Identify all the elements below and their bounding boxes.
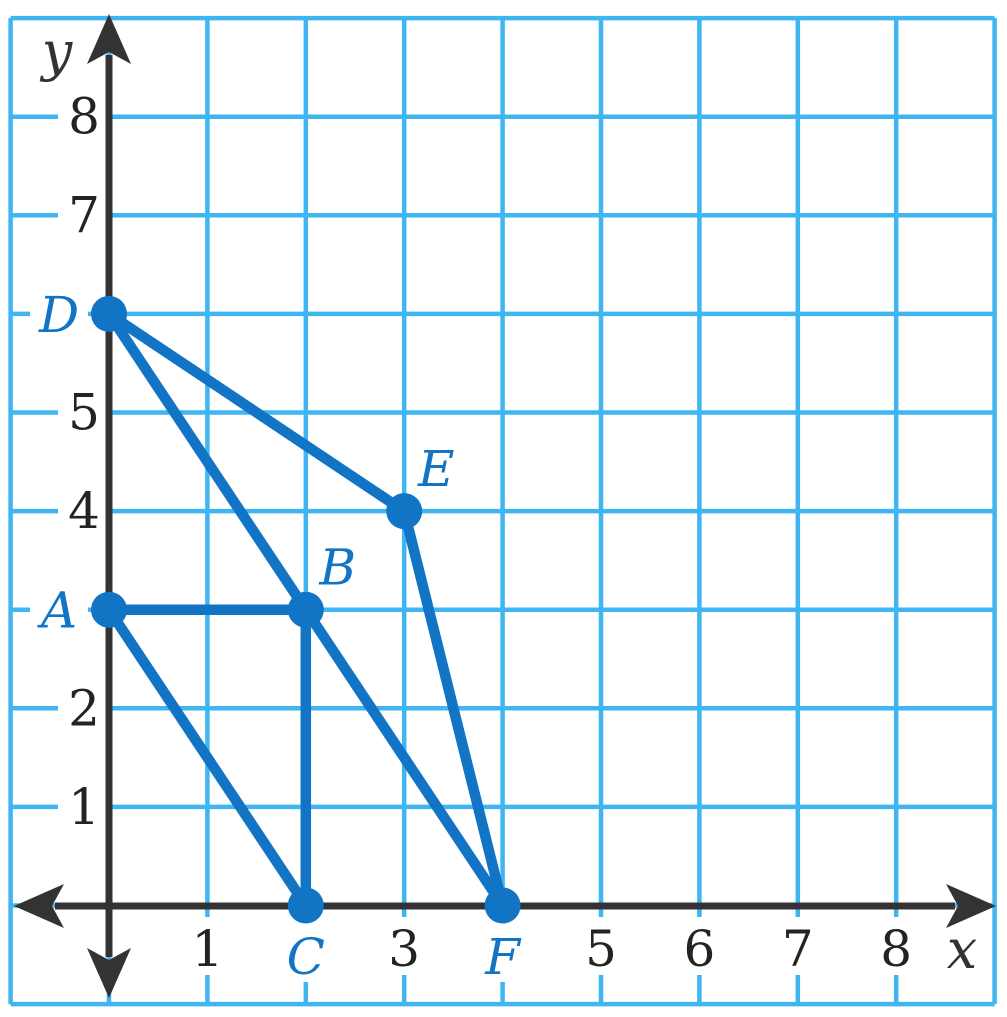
x-tick-label-patch	[872, 917, 921, 975]
point-label-patch	[30, 581, 88, 638]
y-tick-label-7: 7	[68, 186, 100, 244]
x-tick-label-patch	[577, 917, 625, 975]
y-tick-label-patch	[58, 779, 106, 834]
y-tick-label-patch	[58, 385, 106, 440]
y-tick-label-2: 2	[68, 679, 100, 737]
y-tick-label-5: 5	[68, 384, 100, 442]
segment-DE	[103, 308, 410, 517]
x-tick-label-6: 6	[683, 920, 715, 978]
point-D	[91, 295, 127, 332]
segment-CA	[103, 604, 312, 911]
y-tick-label-patch	[58, 89, 106, 144]
point-A	[91, 591, 127, 628]
x-axis-arrow-left	[14, 884, 64, 928]
x-axis-label: x	[947, 918, 977, 981]
x-tick-label-8: 8	[880, 920, 912, 978]
x-tick-label-5: 5	[585, 920, 617, 978]
y-tick-label-patch	[58, 188, 106, 243]
x-axis-arrow-right	[946, 884, 996, 928]
point-label-patch	[30, 285, 88, 342]
x-tick-label-patch	[183, 917, 232, 975]
point-label-D: D	[38, 286, 79, 344]
point-label-C: C	[287, 928, 325, 986]
point-label-patch	[474, 920, 531, 982]
y-tick-label-1: 1	[68, 778, 100, 836]
x-tick-label-7: 7	[782, 920, 814, 978]
point-label-E: E	[417, 440, 455, 498]
y-axis-arrow-up	[87, 14, 131, 64]
x-tick-label-patch	[773, 917, 822, 975]
y-axis-label: y	[40, 20, 74, 83]
point-label-patch	[277, 920, 334, 982]
point-B	[287, 591, 324, 628]
point-F	[484, 887, 521, 924]
point-C	[287, 887, 324, 924]
x-tick-label-1: 1	[191, 920, 223, 978]
y-tick-label-patch	[58, 681, 106, 736]
segment-EF	[398, 505, 508, 911]
point-label-F: F	[484, 928, 522, 986]
x-tick-label-patch	[675, 917, 724, 975]
y-tick-label-patch	[58, 484, 106, 539]
y-tick-label-4: 4	[68, 482, 100, 540]
y-axis-arrow-down	[87, 948, 131, 998]
y-tick-label-8: 8	[68, 88, 100, 146]
x-tick-label-patch	[380, 917, 429, 975]
point-E	[386, 493, 423, 530]
point-label-B: B	[318, 539, 356, 597]
point-label-A: A	[37, 582, 77, 640]
x-tick-label-3: 3	[388, 920, 420, 978]
